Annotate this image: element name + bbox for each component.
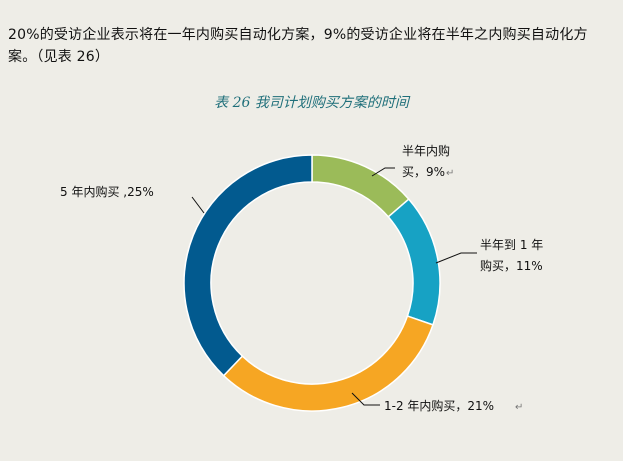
leader-line-five-years	[191, 196, 205, 214]
paragraph-mark: ↵	[515, 402, 523, 413]
leader-line-half-to-one-year	[435, 252, 477, 264]
donut-slice	[311, 154, 410, 218]
donut-slice	[387, 198, 441, 326]
data-label-half-year-line2: 买，9%	[402, 165, 445, 179]
leader-line-one-to-two-years	[351, 392, 380, 406]
leader-line-half-year	[371, 167, 395, 177]
donut-slices	[183, 154, 441, 412]
donut-slice	[183, 154, 313, 377]
data-label-one-to-two-years: 1-2 年内购买，21%	[384, 398, 494, 413]
chart-caption: 表 26 我司计划购买方案的时间	[214, 95, 409, 111]
data-label-half-year-line1: 半年内购	[402, 143, 450, 158]
data-label-half-to-one-year-line2: 购买，11%	[480, 258, 543, 273]
paragraph-mark: ↵	[446, 168, 454, 179]
data-label-half-to-one-year-line1: 半年到 1 年	[480, 238, 543, 252]
intro-paragraph: 20%的受访企业表示将在一年内购买自动化方案，9%的受访企业将在半年之内购买自动…	[8, 27, 588, 65]
donut-slice	[222, 315, 434, 412]
data-label-five-years: 5 年内购买 ,25%	[60, 184, 154, 199]
